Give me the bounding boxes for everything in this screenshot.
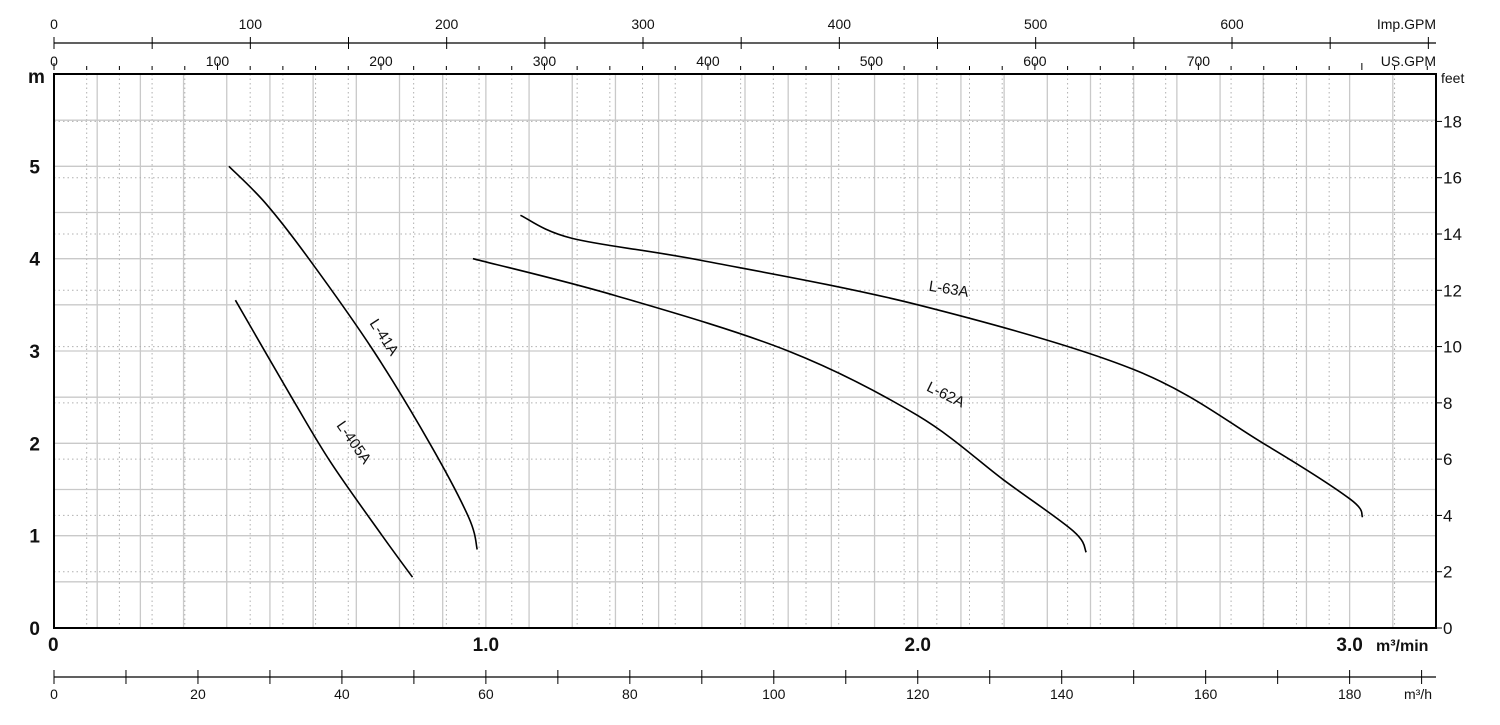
- x-tick-label-m3h: 120: [906, 686, 930, 702]
- x-tick-label-m3h: 80: [622, 686, 638, 702]
- x-tick-label-impgpm: 300: [631, 16, 655, 32]
- x-tick-label-usgpm: 500: [860, 53, 884, 69]
- x-tick-label-impgpm: 500: [1024, 16, 1048, 32]
- x-tick-label-usgpm: 100: [206, 53, 230, 69]
- x-tick-label-m3h: 100: [762, 686, 786, 702]
- x-axis-impgpm-unit: Imp.GPM: [1377, 16, 1436, 32]
- x-axis-m3h-unit: m³/h: [1404, 686, 1432, 702]
- curve-l-41a: [228, 165, 478, 550]
- y-tick-label-m: 5: [29, 157, 40, 178]
- plot-frame: [53, 73, 1437, 629]
- x-tick-label-m3h: 180: [1338, 686, 1362, 702]
- y-tick-label-m: 4: [29, 250, 40, 271]
- x-tick-label-m3h: 40: [334, 686, 350, 702]
- x-tick-label-impgpm: 400: [828, 16, 852, 32]
- y-tick-label-feet: 18: [1443, 112, 1462, 131]
- x-tick-label-impgpm: 600: [1220, 16, 1244, 32]
- x-tick-label-usgpm: 0: [50, 53, 58, 69]
- y-tick-label-m: 0: [29, 619, 40, 640]
- x-tick-label-m3min: 1.0: [473, 635, 499, 656]
- x-tick-label-impgpm: 0: [50, 16, 58, 32]
- x-tick-label-impgpm: 200: [435, 16, 459, 32]
- y-tick-label-m: 2: [29, 434, 40, 455]
- y-tick-label-feet: 10: [1443, 338, 1462, 357]
- y-tick-label-feet: 12: [1443, 281, 1462, 300]
- x-tick-label-impgpm: 100: [239, 16, 263, 32]
- y-tick-label-feet: 16: [1443, 169, 1462, 188]
- x-tick-label-m3h: 140: [1050, 686, 1074, 702]
- x-tick-label-usgpm: 200: [369, 53, 393, 69]
- y-tick-label-m: 3: [29, 342, 40, 363]
- x-axis-usgpm-unit: US.GPM: [1381, 53, 1436, 69]
- y-tick-label-feet: 4: [1443, 506, 1452, 525]
- x-tick-label-usgpm: 600: [1023, 53, 1047, 69]
- curve-l-63a: [520, 214, 1364, 518]
- x-tick-label-m3h: 160: [1194, 686, 1218, 702]
- curve-label-l-41a: L-41A: [366, 316, 402, 359]
- y-tick-label-feet: 8: [1443, 394, 1452, 413]
- curve-l-405a: [234, 299, 414, 578]
- x-tick-label-usgpm: 300: [533, 53, 557, 69]
- y-axis-right-unit: feet: [1441, 70, 1464, 86]
- y-tick-label-feet: 6: [1443, 450, 1452, 469]
- x-tick-label-usgpm: 400: [696, 53, 720, 69]
- curve-l-62a: [472, 257, 1087, 553]
- y-tick-label-feet: 14: [1443, 225, 1462, 244]
- x-tick-label-m3h: 20: [190, 686, 206, 702]
- x-tick-label-usgpm: 700: [1187, 53, 1211, 69]
- x-axis-primary-unit: m³/min: [1376, 638, 1428, 655]
- x-tick-label-m3h: 0: [50, 686, 58, 702]
- y-tick-label-feet: 2: [1443, 563, 1452, 582]
- x-tick-label-m3min: 2.0: [905, 635, 931, 656]
- x-tick-label-m3min: 3.0: [1336, 635, 1362, 656]
- curve-label-l-63a: L-63A: [928, 278, 970, 301]
- y-tick-label-m: 1: [29, 527, 40, 548]
- x-tick-label-m3min: 0: [48, 635, 59, 656]
- curve-label-l-405a: L-405A: [333, 418, 375, 467]
- x-tick-label-m3h: 60: [478, 686, 494, 702]
- y-axis-left-unit: m: [28, 67, 45, 88]
- y-tick-label-feet: 0: [1443, 619, 1452, 638]
